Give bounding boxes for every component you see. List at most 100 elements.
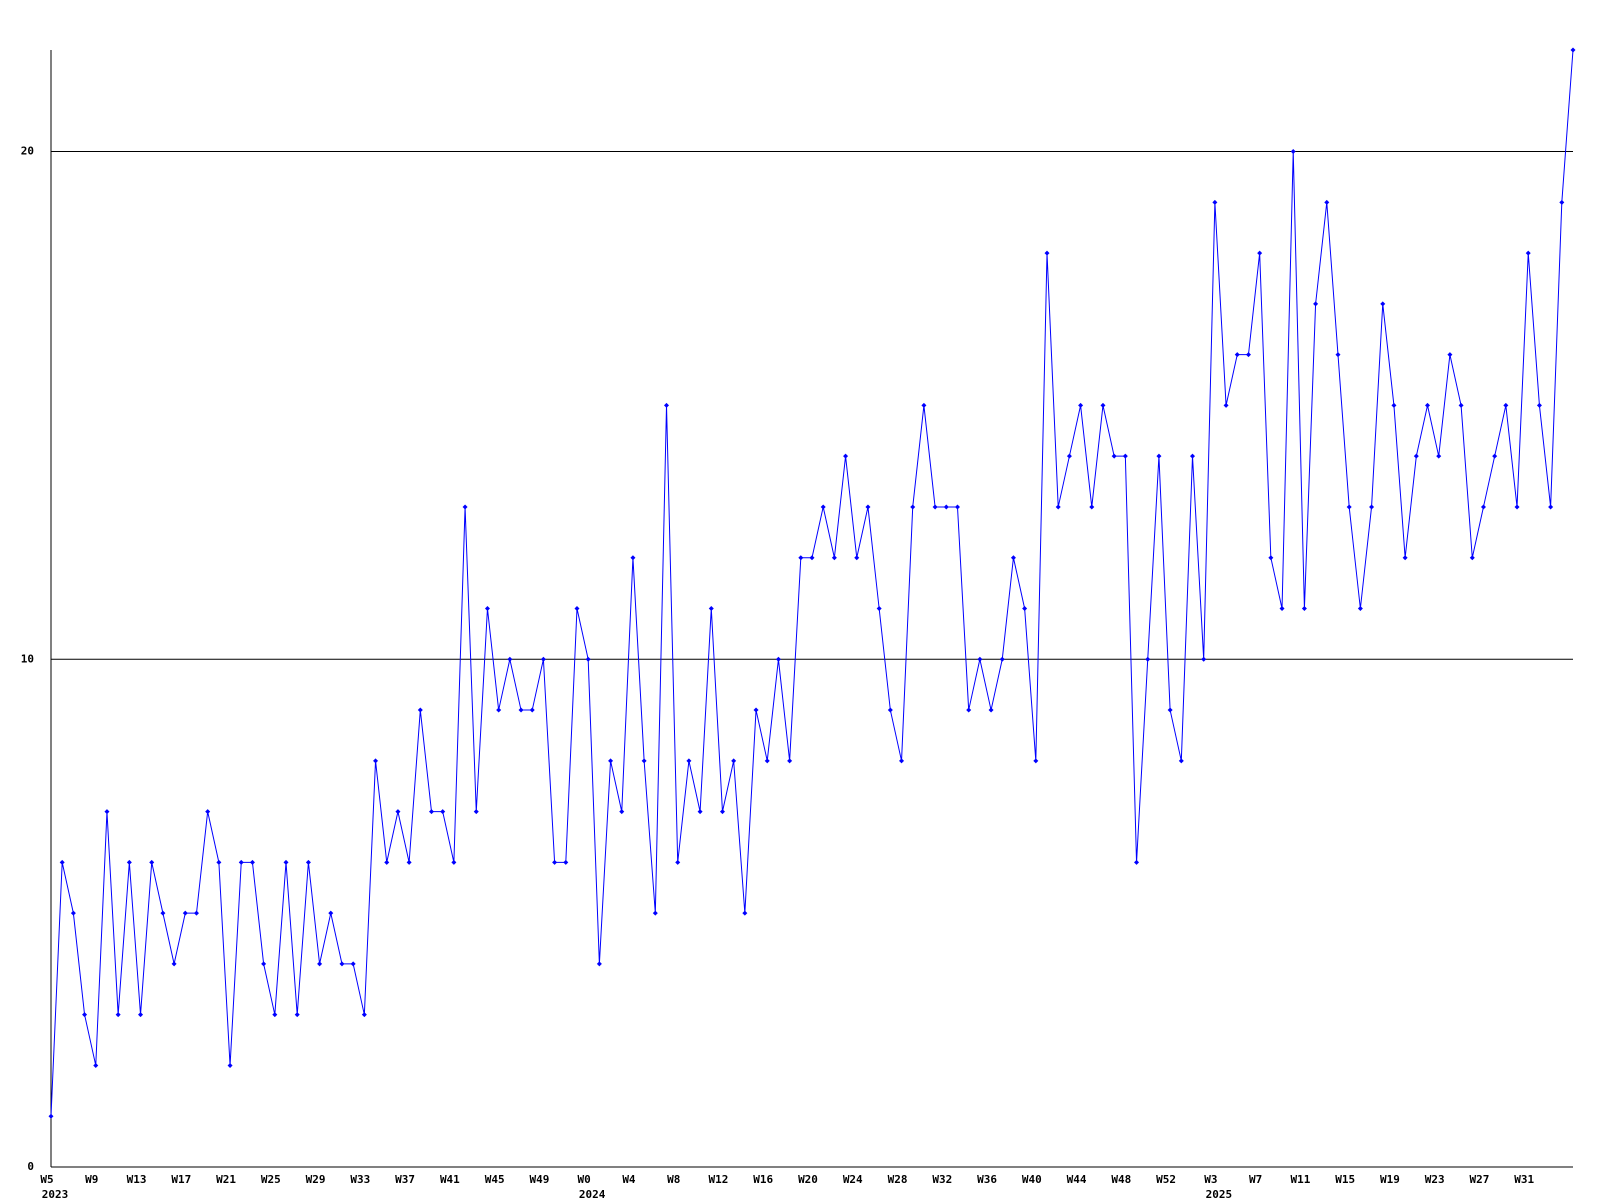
point <box>719 809 725 815</box>
point <box>887 707 893 713</box>
point <box>540 656 546 662</box>
point <box>451 859 457 865</box>
point <box>216 859 222 865</box>
x-tick-label: W23 <box>1425 1173 1445 1186</box>
x-tick-label: W31 <box>1514 1173 1534 1186</box>
point <box>238 859 244 865</box>
point <box>171 961 177 967</box>
x-group-label: 2025 <box>1206 1188 1233 1200</box>
x-tick-label: W15 <box>1335 1173 1355 1186</box>
point <box>205 809 211 815</box>
x-tick-label: W32 <box>932 1173 952 1186</box>
point <box>1066 453 1072 459</box>
point <box>429 809 434 815</box>
x-group-label: 2023 <box>42 1188 69 1200</box>
point <box>742 910 748 916</box>
point <box>1044 250 1050 256</box>
x-tick-label: W20 <box>798 1173 818 1186</box>
point <box>787 758 793 764</box>
point <box>339 961 345 967</box>
point <box>1536 402 1542 408</box>
point <box>1167 707 1173 713</box>
point <box>921 402 927 408</box>
point <box>1245 352 1251 358</box>
point <box>1033 758 1039 764</box>
point <box>93 1062 99 1068</box>
point <box>1257 250 1263 256</box>
point <box>138 1012 144 1018</box>
point <box>552 859 558 865</box>
x-tick-label: W5 <box>40 1173 53 1186</box>
point <box>1223 402 1229 408</box>
x-tick-label: W3 <box>1204 1173 1217 1186</box>
point <box>954 504 960 510</box>
point <box>1469 555 1475 561</box>
point <box>406 859 412 865</box>
x-tick-label: W41 <box>440 1173 460 1186</box>
point <box>775 656 781 662</box>
x-tick-label: W0 <box>578 1173 591 1186</box>
point <box>1122 453 1128 459</box>
point <box>1156 453 1162 459</box>
point <box>1402 555 1408 561</box>
x-tick-label: W8 <box>667 1173 680 1186</box>
point <box>910 504 916 510</box>
point <box>585 656 591 662</box>
point <box>798 555 804 561</box>
point <box>809 555 815 561</box>
point <box>731 758 737 764</box>
x-tick-label: W9 <box>85 1173 98 1186</box>
point <box>865 504 871 510</box>
x-tick-label: W11 <box>1290 1173 1310 1186</box>
point <box>630 555 636 561</box>
x-tick-label: W49 <box>529 1173 549 1186</box>
point <box>59 859 65 865</box>
point <box>1324 199 1330 205</box>
x-tick-label: W21 <box>216 1173 236 1186</box>
point <box>1436 453 1442 459</box>
x-tick-label: W25 <box>261 1173 281 1186</box>
x-tick-label: W16 <box>753 1173 773 1186</box>
point <box>1078 402 1084 408</box>
point <box>1290 149 1296 155</box>
point <box>686 758 692 764</box>
point <box>697 809 703 815</box>
point <box>283 859 289 865</box>
point <box>1413 453 1419 459</box>
point <box>70 910 76 916</box>
x-tick-label: W7 <box>1249 1173 1262 1186</box>
point <box>608 758 614 764</box>
point <box>1346 504 1352 510</box>
point <box>126 859 132 865</box>
point <box>160 910 166 916</box>
point <box>384 859 390 865</box>
point <box>664 402 670 408</box>
point <box>305 859 311 865</box>
point <box>753 707 759 713</box>
x-tick-label: W29 <box>306 1173 326 1186</box>
point <box>641 758 647 764</box>
point <box>473 809 479 815</box>
x-tick-label: W45 <box>485 1173 505 1186</box>
x-tick-label: W19 <box>1380 1173 1400 1186</box>
point <box>831 555 837 561</box>
point <box>1100 402 1106 408</box>
point <box>1234 352 1240 358</box>
x-tick-label: W12 <box>709 1173 729 1186</box>
point <box>373 758 379 764</box>
x-group-label: 2024 <box>579 1188 606 1200</box>
point <box>317 961 323 967</box>
point <box>1201 656 1207 662</box>
point <box>820 504 826 510</box>
point <box>574 606 580 611</box>
point <box>507 656 513 662</box>
point <box>294 1012 300 1018</box>
point <box>395 809 401 815</box>
point <box>966 707 972 713</box>
point <box>484 606 490 611</box>
point <box>496 707 502 713</box>
point <box>1391 402 1397 408</box>
x-tick-label: W13 <box>127 1173 147 1186</box>
